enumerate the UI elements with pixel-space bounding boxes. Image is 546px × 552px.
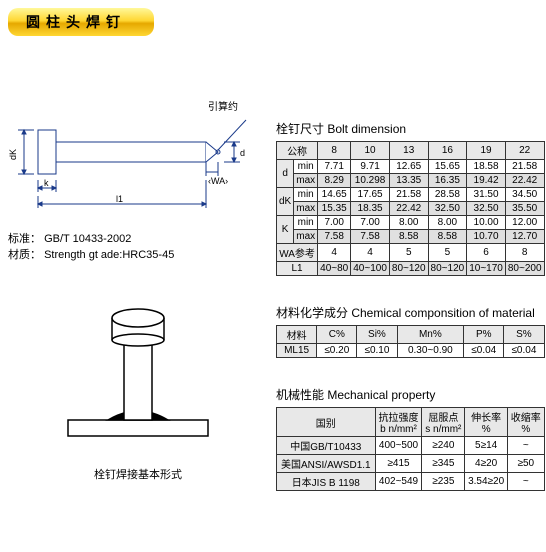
page-title: 圆柱头焊钉 <box>8 8 154 36</box>
material-label: 材质： <box>8 249 41 261</box>
weld-diagram: 栓钉焊接基本形式 <box>8 290 268 482</box>
right-column: 栓钉尺寸 Bolt dimension 公称81013161922dmin7.7… <box>276 60 545 491</box>
standard-label: 标准： <box>8 233 41 245</box>
svg-text:k: k <box>44 178 49 188</box>
main-layout: 引算约 dK k l1 ‹WA› d 标准： GB/T 10433-2002 材… <box>8 60 538 492</box>
weld-caption: 栓钉焊接基本形式 <box>8 466 268 482</box>
standard-caption: 标准： GB/T 10433-2002 材质： Strength gt ade:… <box>8 230 268 262</box>
material-value: Strength gt ade:HRC35-45 <box>44 249 174 261</box>
mech-title: 机械性能 Mechanical property <box>276 386 545 403</box>
left-column: 引算约 dK k l1 ‹WA› d 标准： GB/T 10433-2002 材… <box>8 60 268 492</box>
standard-value: GB/T 10433-2002 <box>44 233 131 245</box>
svg-text:l1: l1 <box>116 194 123 204</box>
bolt-dim-table: 公称81013161922dmin7.719.7112.6515.6518.58… <box>276 141 545 276</box>
svg-text:dK: dK <box>8 149 18 160</box>
svg-text:d: d <box>240 148 245 158</box>
bolt-diagram: 引算约 dK k l1 ‹WA› d <box>8 80 268 220</box>
bolt-dim-title: 栓钉尺寸 Bolt dimension <box>276 120 545 137</box>
chemical-title: 材料化学成分 Chemical componsition of material <box>276 304 545 321</box>
chemical-table: 材料C%Si%Mn%P%S%ML15≤0.20≤0.100.30~0.90≤0.… <box>276 325 545 358</box>
svg-text:‹WA›: ‹WA› <box>208 176 228 186</box>
mech-table: 国别抗拉强度 b n/mm²屈服点 s n/mm²伸长率 %收缩率 %中国GB/… <box>276 407 545 491</box>
svg-text:引算约: 引算约 <box>208 100 238 113</box>
